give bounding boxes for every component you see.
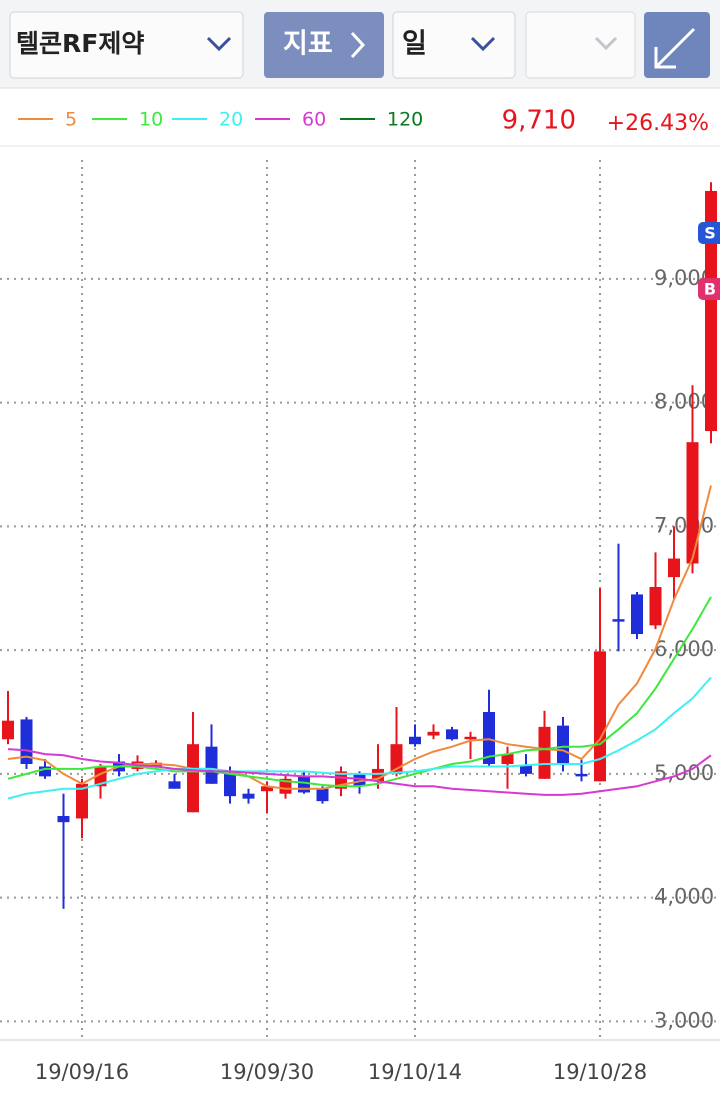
candle-body <box>557 725 569 764</box>
x-tick-label: 19/09/16 <box>35 1060 129 1084</box>
grid: 3,0004,0005,0006,0007,0008,0009,00019/09… <box>0 160 720 1084</box>
marker-label: S <box>704 224 716 243</box>
candle-body <box>39 766 51 777</box>
legend-label: 120 <box>387 109 423 131</box>
legend-label: 60 <box>302 109 326 131</box>
candle-body <box>520 765 532 774</box>
candle-body <box>409 736 421 745</box>
candle-body <box>279 778 292 794</box>
indicator-label: 지표 <box>283 29 333 60</box>
candle-body <box>205 746 218 784</box>
y-tick-label: 6,000 <box>654 637 714 661</box>
candle-body <box>261 786 273 792</box>
y-tick-label: 4,000 <box>654 885 714 909</box>
candle-body <box>94 766 107 787</box>
price-change: +26.43% <box>607 111 709 136</box>
stock-dropdown[interactable] <box>9 11 244 79</box>
candle-body <box>594 651 606 782</box>
candle-body <box>242 793 255 799</box>
candle-body <box>76 783 88 819</box>
indicator-button[interactable] <box>264 12 384 78</box>
candle-body <box>353 773 366 787</box>
y-tick-label: 8,000 <box>654 390 714 414</box>
candle-body <box>612 619 625 622</box>
moving-average-line <box>7 748 712 796</box>
expand-icon <box>654 27 696 69</box>
marker-badge <box>698 222 720 244</box>
candle-body <box>298 776 310 793</box>
stock-name: 텔콘RF제약 <box>16 29 144 58</box>
candle-body <box>446 729 458 740</box>
candle-body <box>427 731 440 736</box>
legend-label: 10 <box>139 109 163 131</box>
candle-body <box>187 744 199 813</box>
x-tick-label: 19/09/30 <box>220 1060 314 1084</box>
candle-body <box>224 773 236 797</box>
candle-body <box>316 788 329 802</box>
moving-average-line <box>7 596 712 788</box>
chevron <box>594 36 618 51</box>
empty-dropdown[interactable] <box>525 11 636 79</box>
candle-body <box>575 773 588 777</box>
marker-label: B <box>704 280 716 299</box>
chevron <box>206 36 232 52</box>
current-price: 9,710 <box>502 106 576 136</box>
candle-body <box>686 442 699 564</box>
legend-label: 20 <box>219 109 243 131</box>
marker-badge <box>698 278 720 300</box>
moving-average-line <box>7 676 712 800</box>
candle-body <box>57 815 70 823</box>
candle-body <box>483 712 495 764</box>
candle-body <box>168 781 181 789</box>
x-tick-label: 19/10/14 <box>368 1060 462 1084</box>
legend: 5 10 20 60 120 <box>18 109 423 131</box>
candle-body <box>631 594 643 635</box>
legend-label: 5 <box>65 109 77 131</box>
chevron <box>470 36 496 52</box>
candle-body <box>538 726 551 779</box>
plot: SB <box>2 182 720 909</box>
period-label: 일 <box>402 29 427 60</box>
signal-marker: S <box>698 222 720 244</box>
y-tick-label: 3,000 <box>654 1008 714 1032</box>
candle-body <box>649 587 662 626</box>
signal-marker: B <box>698 278 720 300</box>
candle-body <box>705 190 717 432</box>
candle-body <box>2 720 14 740</box>
candle-body <box>464 736 477 740</box>
x-tick-label: 19/10/28 <box>553 1060 647 1084</box>
period-dropdown[interactable] <box>392 11 516 79</box>
y-tick-label: 7,000 <box>654 513 714 537</box>
candle-body <box>501 754 514 764</box>
candle-body <box>668 558 680 578</box>
candle-body <box>20 719 33 764</box>
chevron <box>350 31 366 59</box>
